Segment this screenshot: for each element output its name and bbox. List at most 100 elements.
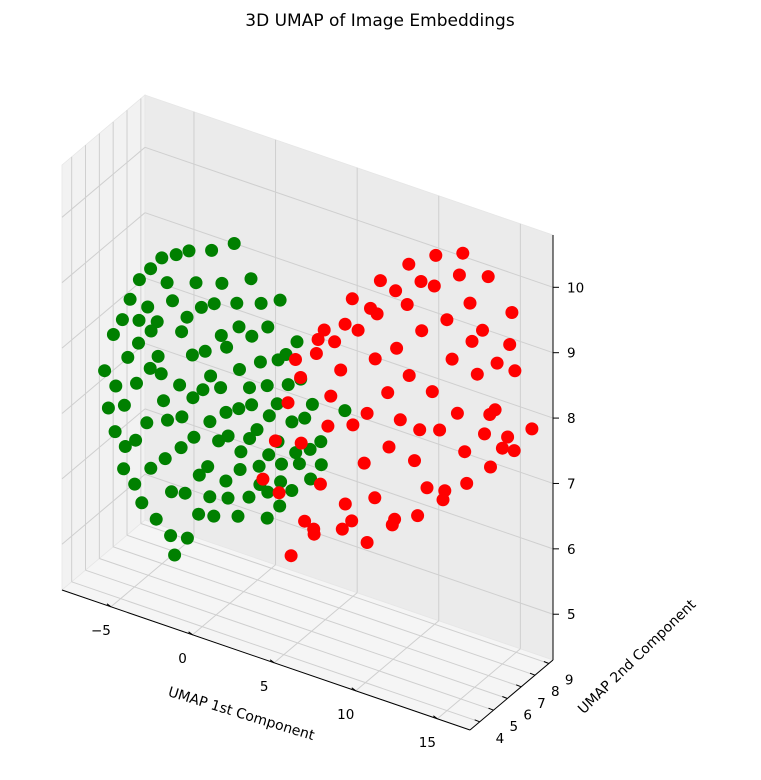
- scatter-point: [168, 548, 182, 562]
- scatter-point: [268, 434, 282, 448]
- scatter-point: [460, 476, 474, 490]
- scatter-point: [220, 340, 234, 354]
- y-tick-mark: [502, 696, 508, 699]
- scatter-point: [260, 379, 274, 393]
- scatter-point: [118, 440, 132, 453]
- scatter-point: [143, 361, 157, 375]
- scatter-point: [166, 294, 179, 308]
- scatter-point: [458, 445, 472, 459]
- scatter-point: [155, 251, 169, 265]
- scatter-point: [275, 457, 288, 471]
- scatter-point: [415, 324, 429, 338]
- scatter-point: [186, 391, 200, 405]
- grid-line-z-left: [61, 212, 146, 284]
- y-tick-label: 4: [496, 731, 505, 747]
- grid-line-y-floor: [140, 523, 550, 664]
- scatter-point: [281, 378, 295, 392]
- scatter-point: [144, 262, 158, 276]
- axes-panes: [61, 94, 554, 731]
- scatter-point: [187, 430, 201, 444]
- scatter-point: [221, 491, 235, 505]
- y-tick-label: 9: [565, 673, 574, 689]
- scatter-point: [351, 323, 365, 337]
- x-tick-label: 15: [419, 735, 436, 751]
- scatter-point: [233, 463, 247, 476]
- x-tick-label: 0: [178, 651, 187, 667]
- scatter-point: [182, 244, 196, 258]
- scatter-point: [309, 347, 323, 360]
- scatter-point: [307, 527, 321, 541]
- scatter-point: [128, 477, 142, 491]
- scatter-point: [174, 441, 188, 455]
- scatter-point: [338, 497, 352, 511]
- x-axis-line: [61, 589, 471, 731]
- scatter-point: [180, 531, 194, 545]
- scatter-point: [503, 338, 517, 351]
- scatter-point: [452, 268, 466, 282]
- scatter-point: [284, 549, 298, 563]
- scatter-point: [256, 472, 270, 486]
- scatter-point: [314, 435, 328, 449]
- scatter-point: [273, 293, 287, 307]
- scatter-point: [203, 490, 217, 504]
- y-tick-mark: [543, 661, 550, 664]
- chart-title: 3D UMAP of Image Embeddings: [245, 11, 515, 31]
- scatter-point: [130, 376, 143, 390]
- y-tick-mark: [529, 672, 536, 676]
- z-tick-label: 5: [567, 607, 576, 623]
- scatter-point: [478, 427, 491, 441]
- scatter-point: [252, 459, 266, 473]
- scatter-point: [161, 413, 174, 427]
- y-tick-mark: [488, 707, 494, 711]
- y-axis-label: UMAP 2nd Component: [575, 596, 700, 717]
- scatter-point: [314, 458, 328, 472]
- scatter-point: [274, 475, 288, 489]
- grid-line-y-floor: [126, 534, 536, 676]
- scatter-point: [368, 352, 382, 366]
- scatter-point: [360, 536, 374, 549]
- scatter-point: [132, 273, 146, 287]
- scatter-point: [144, 461, 158, 475]
- scatter-point: [357, 456, 371, 470]
- scatter-point: [175, 325, 189, 339]
- scatter-point: [508, 364, 522, 378]
- scatter-point: [245, 329, 259, 343]
- scatter-point: [470, 367, 484, 381]
- scatter-point: [393, 413, 407, 427]
- scatter-point: [501, 430, 515, 444]
- scatter-point: [328, 335, 342, 349]
- scatter-point: [481, 270, 495, 284]
- y-axis-line: [469, 659, 554, 731]
- scatter-point: [245, 398, 259, 412]
- scatter-point: [250, 423, 264, 437]
- z-tick-label: 7: [567, 476, 576, 492]
- scatter-point: [321, 419, 335, 433]
- y-tick-label: 7: [537, 696, 546, 712]
- scatter-point: [232, 320, 246, 334]
- scatter-point: [201, 460, 215, 474]
- scatter-point: [141, 300, 155, 314]
- scatter-point: [445, 352, 459, 366]
- scatter-point: [204, 369, 218, 383]
- z-tick-label: 6: [567, 542, 576, 558]
- grid-line-x-floor: [273, 592, 358, 664]
- scatter-point: [389, 284, 403, 298]
- scatter-point: [150, 315, 164, 329]
- scatter-point: [345, 292, 359, 306]
- scatter-point: [261, 485, 275, 499]
- scatter-point: [507, 444, 521, 458]
- scatter-point: [215, 276, 229, 290]
- grid-line-x-floor: [192, 564, 276, 636]
- grid-line-x-floor: [437, 648, 521, 720]
- scatter-point: [242, 490, 256, 504]
- grid-line-z-left: [61, 408, 146, 480]
- scatter-point: [260, 511, 274, 525]
- x-tick-label: 5: [260, 679, 269, 695]
- scatter-point: [402, 369, 416, 382]
- scatter-point: [234, 445, 248, 459]
- scatter-point: [324, 389, 338, 403]
- z-tick-label: 8: [567, 411, 576, 427]
- scatter-point: [132, 336, 145, 350]
